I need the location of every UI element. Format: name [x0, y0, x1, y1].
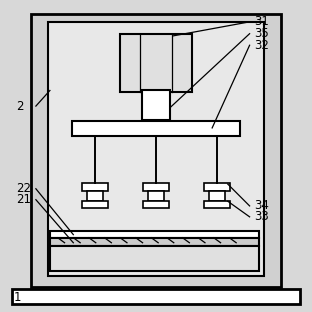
Bar [143, 183, 169, 191]
Bar [82, 183, 109, 191]
Bar [120, 34, 192, 92]
Bar [12, 289, 300, 304]
Bar [203, 183, 230, 191]
Bar [142, 90, 170, 120]
Bar [72, 121, 240, 136]
Bar [82, 201, 109, 208]
Bar [50, 238, 259, 246]
Text: 21: 21 [16, 193, 31, 206]
Bar [48, 22, 264, 276]
Text: 2: 2 [16, 100, 24, 113]
Bar [203, 201, 230, 208]
Bar [148, 191, 164, 201]
Bar [87, 191, 103, 201]
Bar [143, 201, 169, 208]
Text: 1: 1 [14, 290, 22, 304]
Bar [31, 14, 281, 287]
Text: 32: 32 [254, 39, 269, 52]
Bar [50, 231, 259, 238]
Text: 31: 31 [254, 15, 269, 28]
Text: 34: 34 [254, 199, 269, 212]
Bar [209, 191, 225, 201]
Bar [50, 246, 259, 271]
Text: 33: 33 [254, 210, 269, 223]
Text: 35: 35 [254, 27, 269, 40]
Text: 22: 22 [16, 182, 31, 195]
